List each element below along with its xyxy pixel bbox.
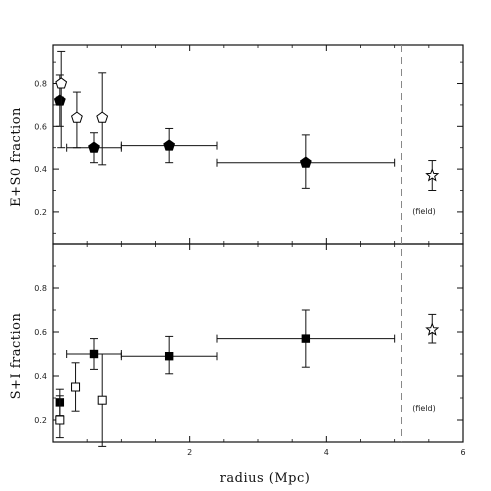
y-tick-label: 0.8 <box>34 284 47 293</box>
data-point <box>120 335 218 375</box>
bottom-field-label: (field) <box>412 404 436 413</box>
data-point <box>216 134 396 189</box>
y-tick-label: 0.2 <box>34 208 47 217</box>
y-tick-label: 0.2 <box>34 416 47 425</box>
data-point <box>425 160 440 192</box>
y-tick-label: 0.4 <box>34 165 47 174</box>
y-tick-label: 0.6 <box>34 328 47 337</box>
y-tick-label: 0.4 <box>34 372 47 381</box>
x-tick-label: 2 <box>187 448 192 457</box>
top-field-label: (field) <box>412 207 436 216</box>
square-open-marker <box>97 395 107 405</box>
pentagon-open-marker <box>55 77 68 89</box>
data-point <box>71 91 83 149</box>
pentagon-open-marker <box>71 111 83 123</box>
data-point <box>96 72 109 166</box>
pentagon-filled-marker <box>88 141 100 153</box>
y-tick-label: 0.6 <box>34 122 47 131</box>
star-open-marker <box>425 322 440 336</box>
axis-ticks: 2 4 6 0.2 0.4 0.6 0.8 0.2 0.4 0.6 0.8 <box>34 45 466 457</box>
data-point <box>97 353 107 447</box>
bottom-y-axis-label: S+I fraction <box>9 313 24 400</box>
pentagon-filled-marker <box>53 94 66 106</box>
pentagon-filled-marker <box>163 139 176 151</box>
data-point <box>66 132 122 164</box>
square-filled-marker <box>301 334 311 343</box>
x-axis-label: radius (Mpc) <box>220 471 311 486</box>
data-point <box>425 313 440 344</box>
data-point <box>66 338 122 370</box>
square-filled-marker <box>89 349 99 359</box>
pentagon-open-marker <box>96 111 109 123</box>
data-point <box>53 74 66 127</box>
x-tick-label: 6 <box>460 448 465 457</box>
data-point <box>55 395 65 439</box>
data-point <box>71 362 81 412</box>
data-point <box>55 50 68 149</box>
data-point <box>120 127 218 164</box>
square-open-marker <box>55 415 65 425</box>
square-filled-marker <box>164 352 174 361</box>
pentagon-filled-marker <box>299 156 312 168</box>
square-open-marker <box>71 382 81 392</box>
y-tick-label: 0.8 <box>34 80 47 89</box>
x-tick-label: 4 <box>324 448 329 457</box>
top-y-axis-label: E+S0 fraction <box>9 107 24 207</box>
chart-labels: radius (Mpc) E+S0 fraction S+I fraction … <box>9 107 436 486</box>
data-marks <box>53 50 440 447</box>
data-point <box>216 309 396 368</box>
star-open-marker <box>425 168 440 182</box>
